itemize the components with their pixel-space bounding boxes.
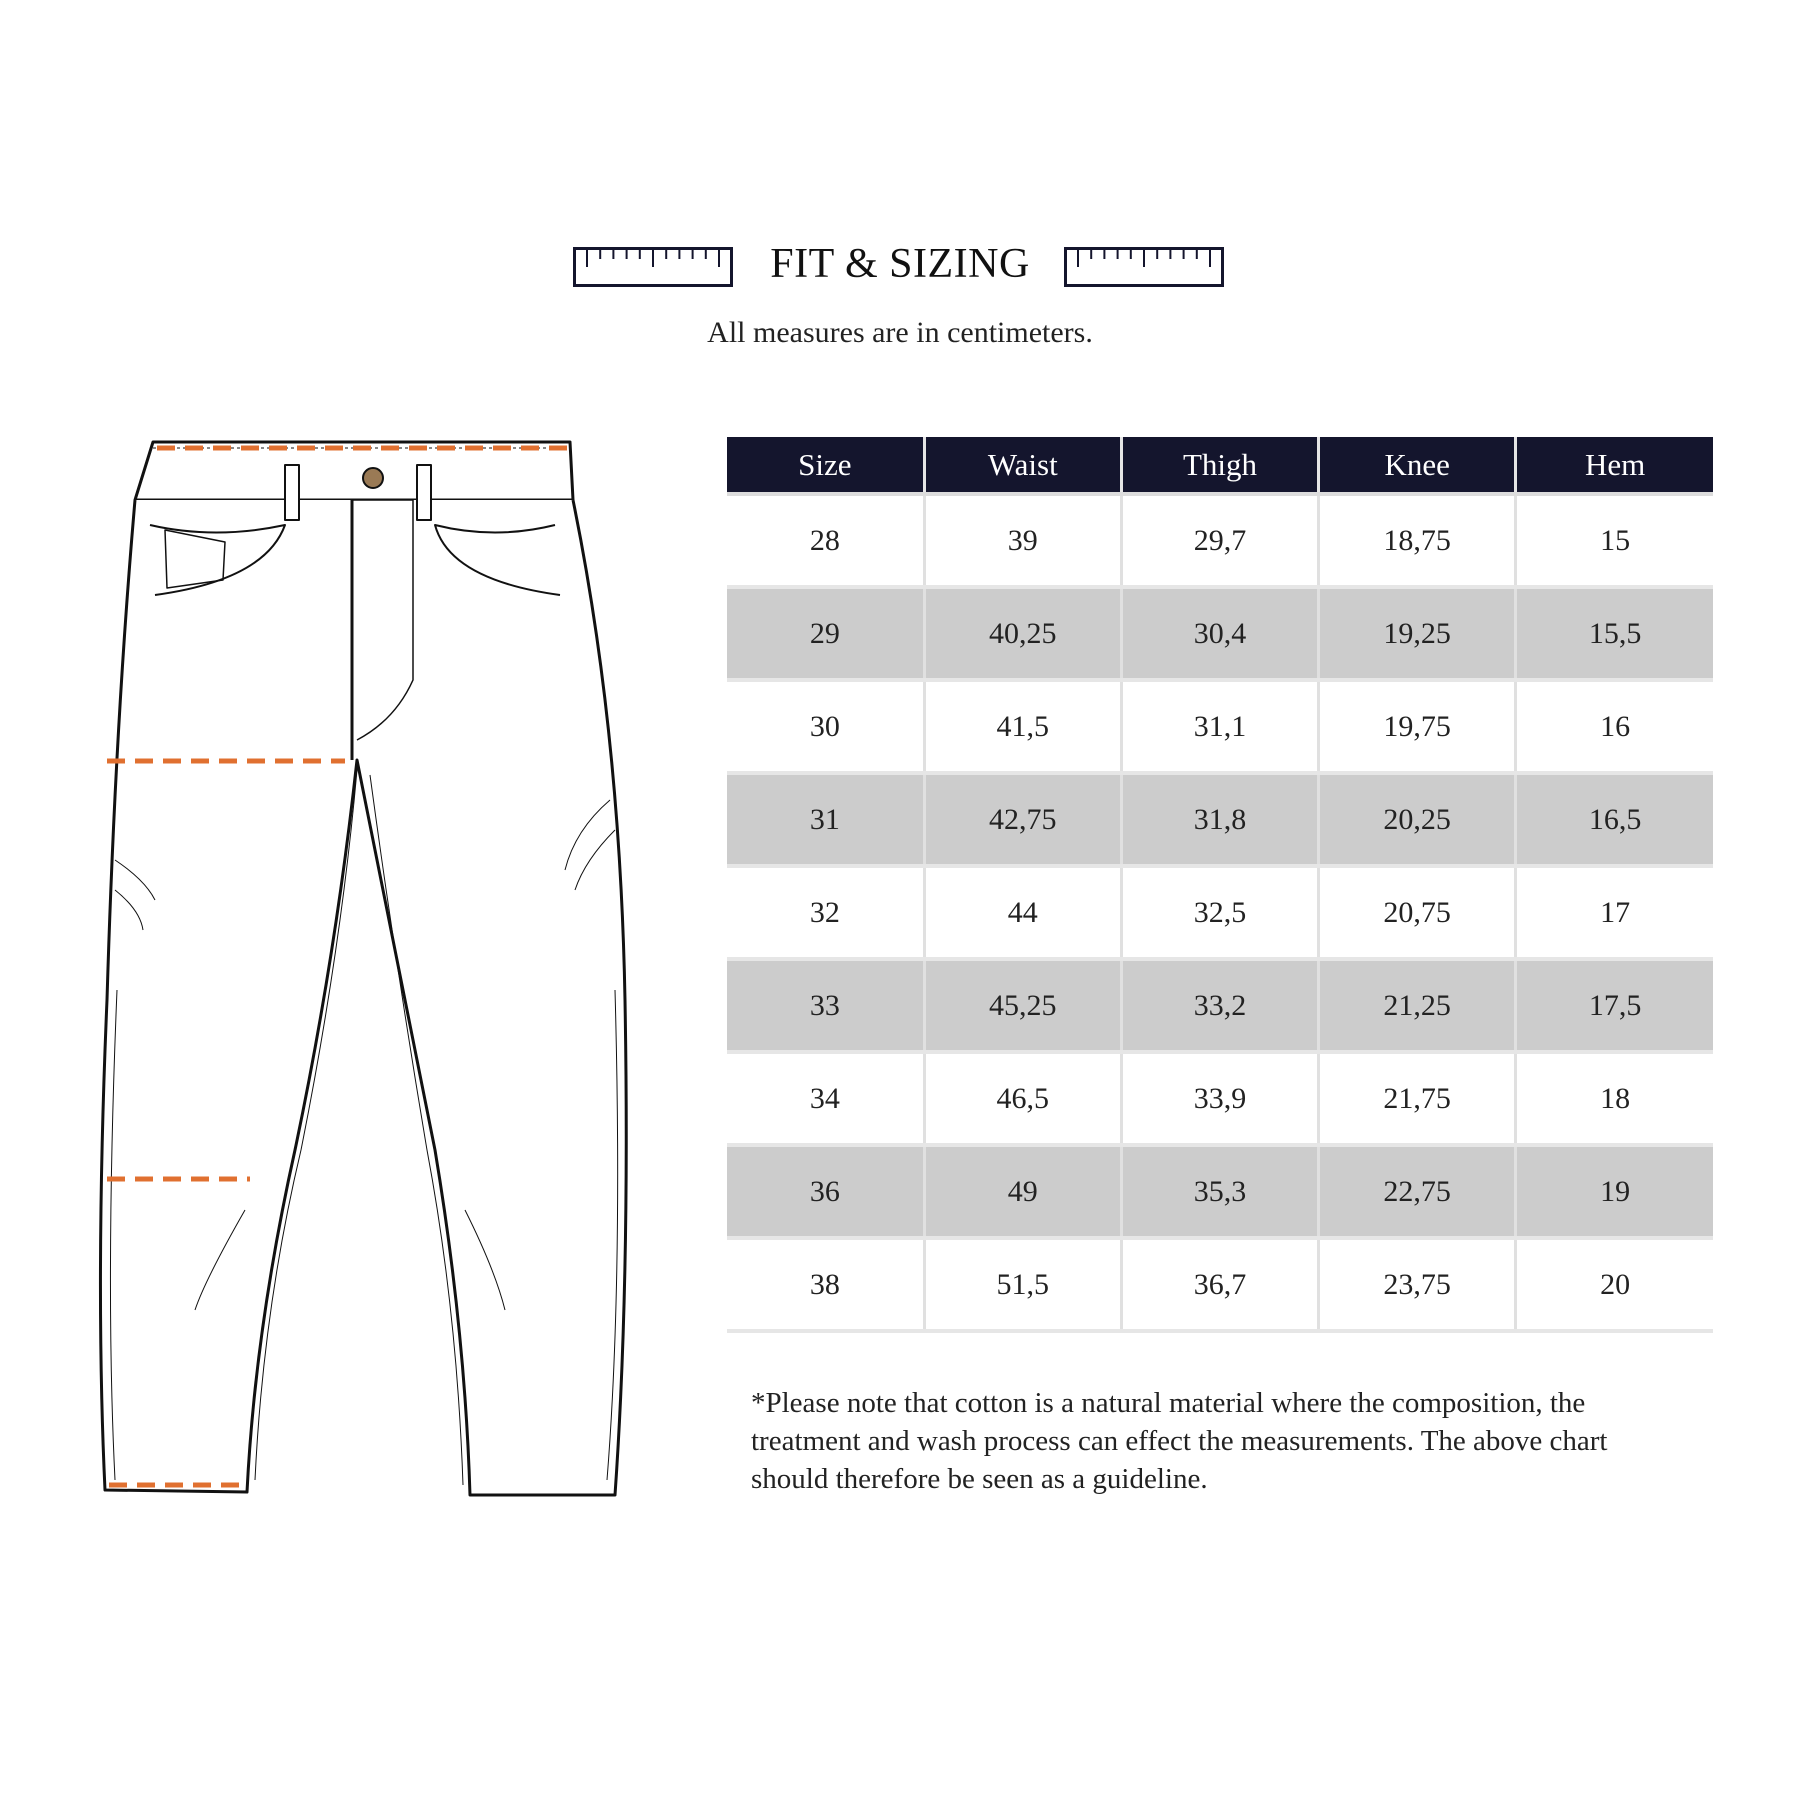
cell-knee: 21,25 [1317,959,1518,1054]
cell-knee: 18,75 [1317,494,1518,589]
cell-waist: 40,25 [922,587,1123,682]
size-table: Size Waist Thigh Knee Hem 28 39 29,7 18,75 1… [727,437,1713,1333]
cell-hem: 16,5 [1514,773,1713,868]
cell-hem: 19 [1514,1145,1713,1240]
cell-hem: 18 [1514,1052,1713,1147]
cell-thigh: 30,4 [1119,587,1321,682]
cell-knee: 23,75 [1317,1238,1518,1333]
cell-knee: 19,25 [1317,587,1518,682]
jeans-illustration [98,440,628,1497]
cell-size: 29 [727,587,926,682]
note-line: should therefore be seen as a guideline. [751,1463,1208,1495]
cell-size: 33 [727,959,926,1054]
ruler-icon [573,247,733,287]
cell-waist: 39 [922,494,1123,589]
column-header-thigh: Thigh [1119,437,1321,496]
cell-size: 31 [727,773,926,868]
table-row: 34 46,5 33,9 21,75 18 [727,1052,1713,1147]
cell-hem: 16 [1514,680,1713,775]
cell-knee: 21,75 [1317,1052,1518,1147]
cell-size: 38 [727,1238,926,1333]
cell-waist: 46,5 [922,1052,1123,1147]
cell-knee: 20,25 [1317,773,1518,868]
cell-knee: 19,75 [1317,680,1518,775]
subtitle: All measures are in centimeters. [707,316,1093,349]
page-title: FIT & SIZING [770,241,1030,287]
cell-hem: 20 [1514,1238,1713,1333]
disclaimer-note: *Please note that cotton is a natural ma… [751,1384,1711,1498]
cell-thigh: 31,8 [1119,773,1321,868]
table-row: 30 41,5 31,1 19,75 16 [727,680,1713,775]
cell-size: 30 [727,680,926,775]
note-line: *Please note that cotton is a natural ma… [751,1387,1586,1419]
table-row: 29 40,25 30,4 19,25 15,5 [727,587,1713,682]
column-header-hem: Hem [1514,437,1713,496]
column-header-size: Size [727,437,926,496]
cell-waist: 45,25 [922,959,1123,1054]
cell-thigh: 33,9 [1119,1052,1321,1147]
cell-waist: 49 [922,1145,1123,1240]
cell-waist: 51,5 [922,1238,1123,1333]
cell-hem: 17,5 [1514,959,1713,1054]
cell-size: 34 [727,1052,926,1147]
cell-hem: 15 [1514,494,1713,589]
cell-thigh: 36,7 [1119,1238,1321,1333]
table-row: 31 42,75 31,8 20,25 16,5 [727,773,1713,868]
cell-hem: 17 [1514,866,1713,961]
table-row: 38 51,5 36,7 23,75 20 [727,1238,1713,1333]
cell-waist: 41,5 [922,680,1123,775]
cell-size: 32 [727,866,926,961]
column-header-knee: Knee [1317,437,1518,496]
column-header-waist: Waist [922,437,1123,496]
table-header-row: Size Waist Thigh Knee Hem [727,437,1713,496]
ruler-icon [1064,247,1224,287]
cell-waist: 44 [922,866,1123,961]
cell-size: 36 [727,1145,926,1240]
cell-thigh: 29,7 [1119,494,1321,589]
cell-size: 28 [727,494,926,589]
cell-thigh: 31,1 [1119,680,1321,775]
cell-waist: 42,75 [922,773,1123,868]
table-row: 33 45,25 33,2 21,25 17,5 [727,959,1713,1054]
cell-thigh: 35,3 [1119,1145,1321,1240]
cell-thigh: 32,5 [1119,866,1321,961]
cell-knee: 20,75 [1317,866,1518,961]
cell-hem: 15,5 [1514,587,1713,682]
table-row: 28 39 29,7 18,75 15 [727,494,1713,589]
cell-knee: 22,75 [1317,1145,1518,1240]
note-line: treatment and wash process can effect th… [751,1425,1608,1457]
table-row: 36 49 35,3 22,75 19 [727,1145,1713,1240]
cell-thigh: 33,2 [1119,959,1321,1054]
table-row: 32 44 32,5 20,75 17 [727,866,1713,961]
